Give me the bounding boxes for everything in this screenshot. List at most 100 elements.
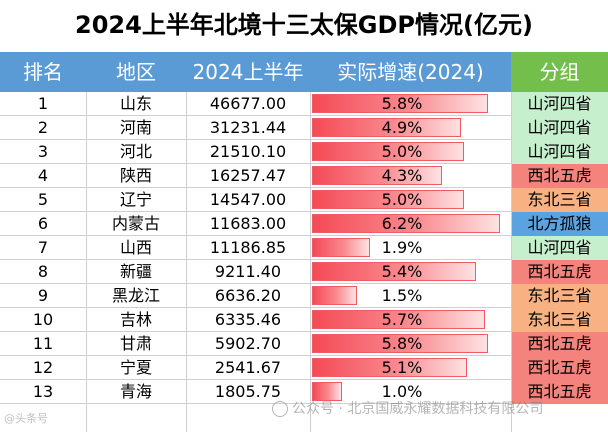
gdp-cell: 16257.47 — [209, 166, 287, 185]
header-region[interactable]: 地区 — [116, 60, 156, 84]
rank-cell: 11 — [32, 334, 54, 353]
gdp-cell: 46677.00 — [209, 94, 287, 113]
growth-value: 4.9% — [381, 118, 423, 137]
gdp-cell: 5902.70 — [214, 334, 282, 353]
column-divider — [511, 92, 512, 432]
growth-value: 6.2% — [381, 214, 423, 233]
rank-cell: 12 — [32, 358, 54, 377]
watermark: 公众号 · 北京国威永耀数据科技有限公司 — [272, 398, 543, 418]
header-group[interactable]: 分组 — [511, 52, 608, 92]
growth-value: 5.0% — [381, 142, 423, 161]
table-header: 排名 地区 2024上半年 实际增速(2024) 分组 — [0, 52, 608, 92]
growth-bar — [312, 358, 467, 377]
rank-cell: 6 — [37, 214, 49, 233]
table-row[interactable]: 2 河南 31231.44 4.9% 山河四省 — [0, 116, 608, 140]
table-row[interactable]: 1 山东 46677.00 5.8% 山河四省 — [0, 92, 608, 116]
growth-value: 4.3% — [381, 166, 423, 185]
group-cell: 西北五虎 — [511, 260, 608, 284]
region-cell: 河南 — [119, 118, 152, 137]
group-cell: 西北五虎 — [511, 332, 608, 356]
table-row[interactable]: 4 陕西 16257.47 4.3% 西北五虎 — [0, 164, 608, 188]
growth-bar — [312, 334, 488, 353]
table-row[interactable]: 12 宁夏 2541.67 5.1% 西北五虎 — [0, 356, 608, 380]
table-row[interactable]: 9 黑龙江 6636.20 1.5% 东北三省 — [0, 284, 608, 308]
growth-value: 5.7% — [381, 310, 423, 329]
group-cell: 西北五虎 — [511, 380, 608, 404]
region-cell: 新疆 — [119, 262, 152, 281]
region-cell: 山西 — [119, 238, 152, 257]
header-gdp[interactable]: 2024上半年 — [192, 60, 304, 84]
rank-cell: 1 — [37, 94, 49, 113]
gdp-cell: 6335.46 — [214, 310, 282, 329]
group-cell: 山河四省 — [511, 116, 608, 140]
gdp-cell: 6636.20 — [214, 286, 282, 305]
growth-bar — [312, 214, 500, 233]
growth-bar — [312, 382, 342, 401]
group-cell: 山河四省 — [511, 92, 608, 116]
region-cell: 吉林 — [119, 310, 152, 329]
region-cell: 陕西 — [119, 166, 152, 185]
growth-value: 1.0% — [381, 382, 423, 401]
group-cell: 西北五虎 — [511, 164, 608, 188]
gdp-cell: 9211.40 — [214, 262, 282, 281]
region-cell: 甘肃 — [119, 334, 152, 353]
column-divider — [310, 92, 311, 432]
column-divider — [186, 92, 187, 432]
rank-cell: 2 — [37, 118, 49, 137]
table-row[interactable]: 10 吉林 6335.46 5.7% 东北三省 — [0, 308, 608, 332]
table-row[interactable]: 11 甘肃 5902.70 5.8% 西北五虎 — [0, 332, 608, 356]
region-cell: 内蒙古 — [111, 214, 160, 233]
header-growth[interactable]: 实际增速(2024) — [337, 60, 484, 84]
gdp-cell: 11186.85 — [209, 238, 287, 257]
growth-bar — [312, 166, 442, 185]
growth-bar — [312, 94, 488, 113]
group-cell: 东北三省 — [511, 188, 608, 212]
rank-cell: 8 — [37, 262, 49, 281]
growth-value: 5.4% — [381, 262, 423, 281]
page-title: 2024上半年北境十三太保GDP情况(亿元) — [75, 11, 533, 39]
growth-bar — [312, 262, 476, 281]
watermark-small: @头条号 — [4, 412, 48, 425]
gdp-cell: 2541.67 — [214, 358, 282, 377]
gdp-cell: 31231.44 — [209, 118, 287, 137]
header-rank[interactable]: 排名 — [23, 60, 63, 84]
growth-bar — [312, 310, 485, 329]
growth-bar — [312, 286, 357, 305]
group-cell: 山河四省 — [511, 236, 608, 260]
growth-bar — [312, 238, 370, 257]
growth-value: 5.8% — [381, 334, 423, 353]
gdp-cell: 14547.00 — [209, 190, 287, 209]
rank-cell: 13 — [32, 382, 54, 401]
growth-value: 1.9% — [381, 238, 423, 257]
group-cell: 北方孤狼 — [511, 212, 608, 236]
rank-cell: 10 — [32, 310, 54, 329]
table-row[interactable]: 8 新疆 9211.40 5.4% 西北五虎 — [0, 260, 608, 284]
rank-cell: 4 — [37, 166, 49, 185]
gdp-cell: 11683.00 — [209, 214, 287, 233]
table-row[interactable]: 5 辽宁 14547.00 5.0% 东北三省 — [0, 188, 608, 212]
growth-value: 5.1% — [381, 358, 423, 377]
gdp-cell: 21510.10 — [209, 142, 287, 161]
table-row[interactable]: 13 青海 1805.75 1.0% 西北五虎 — [0, 380, 608, 404]
region-cell: 辽宁 — [119, 190, 152, 209]
region-cell: 河北 — [119, 142, 152, 161]
group-cell: 西北五虎 — [511, 356, 608, 380]
growth-value: 5.0% — [381, 190, 423, 209]
growth-value: 5.8% — [381, 94, 423, 113]
rank-cell: 7 — [37, 238, 49, 257]
gdp-cell: 1805.75 — [214, 382, 282, 401]
rank-cell: 9 — [37, 286, 49, 305]
growth-bar — [312, 118, 461, 137]
table-row[interactable]: 7 山西 11186.85 1.9% 山河四省 — [0, 236, 608, 260]
wechat-icon — [272, 401, 288, 417]
table-row[interactable]: 6 内蒙古 11683.00 6.2% 北方孤狼 — [0, 212, 608, 236]
region-cell: 宁夏 — [119, 358, 152, 377]
growth-bar — [312, 142, 464, 161]
group-cell: 东北三省 — [511, 308, 608, 332]
group-cell: 东北三省 — [511, 284, 608, 308]
rank-cell: 3 — [37, 142, 49, 161]
growth-bar — [312, 190, 464, 209]
region-cell: 山东 — [119, 94, 152, 113]
table-row[interactable]: 3 河北 21510.10 5.0% 山河四省 — [0, 140, 608, 164]
group-cell: 山河四省 — [511, 140, 608, 164]
